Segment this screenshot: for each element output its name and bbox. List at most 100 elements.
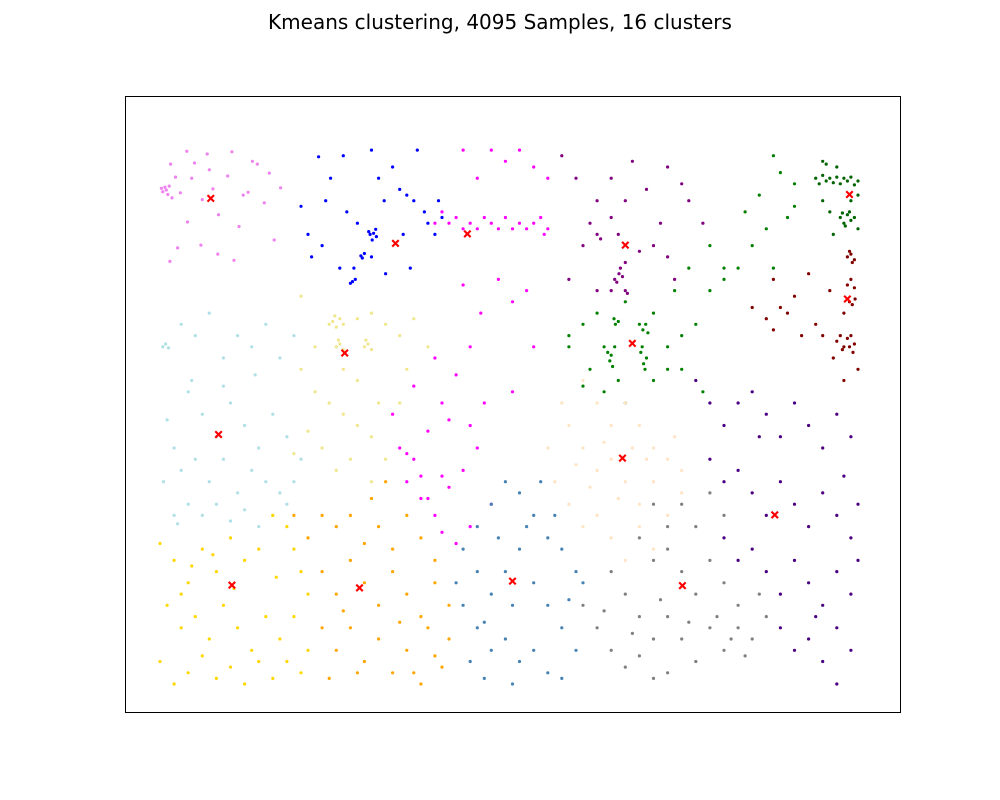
point-steelblue-34	[510, 603, 515, 607]
points-layer	[158, 148, 860, 686]
point-bisque-21	[609, 536, 613, 540]
point-maroon-19	[851, 350, 855, 354]
point-violet-5	[185, 149, 189, 153]
point-powderblue-45	[161, 480, 166, 484]
point-gray-25	[581, 603, 585, 607]
point-blue-40	[348, 281, 352, 285]
point-maroon-16	[852, 342, 857, 346]
point-blue-36	[362, 251, 366, 256]
centroid-gold	[227, 581, 236, 590]
point-khaki-34	[398, 401, 402, 405]
point-blue-4	[345, 210, 349, 214]
point-bisque-0	[581, 378, 585, 383]
point-blue-23	[384, 272, 388, 276]
point-orange-33	[384, 480, 388, 484]
point-steelblue-15	[560, 626, 564, 630]
point-gold-39	[211, 553, 215, 557]
point-gold-35	[190, 564, 194, 568]
point-gray-15	[623, 592, 627, 596]
point-powderblue-7	[236, 334, 240, 338]
point-powderblue-42	[221, 384, 225, 388]
point-bisque-20	[595, 513, 599, 518]
point-darkgreen-21	[821, 159, 825, 163]
point-darkgreen-28	[856, 227, 860, 231]
centroid-khaki	[340, 348, 349, 357]
point-gray-22	[722, 648, 726, 652]
point-orange-31	[327, 676, 331, 681]
point-gray-37	[687, 620, 691, 624]
point-steelblue-32	[553, 513, 557, 518]
point-gray-30	[651, 676, 656, 681]
point-steelblue-30	[525, 525, 529, 529]
point-violet-11	[226, 174, 230, 178]
point-purple-30	[625, 291, 630, 295]
centroid-blue	[391, 239, 400, 248]
point-violet-8	[205, 152, 209, 156]
point-steelblue-10	[489, 592, 493, 596]
point-violet-6	[192, 161, 197, 165]
point-bisque-29	[644, 457, 649, 461]
point-maroon-30	[764, 317, 768, 321]
point-magenta-57	[426, 496, 430, 501]
centroids-layer	[206, 190, 854, 592]
point-orange-12	[334, 592, 338, 596]
point-powderblue-24	[207, 480, 211, 484]
point-magenta-30	[468, 345, 472, 349]
point-orange-26	[391, 671, 395, 675]
point-steelblue-11	[503, 570, 507, 574]
point-orange-38	[341, 609, 345, 613]
point-powderblue-2	[166, 346, 171, 350]
centroid-orange	[355, 583, 364, 592]
point-powderblue-38	[257, 525, 261, 529]
point-magenta-43	[454, 541, 458, 546]
point-powderblue-23	[193, 457, 197, 461]
point-blue-15	[433, 232, 437, 236]
point-indigo-2	[722, 423, 726, 428]
point-bisque-5	[651, 446, 656, 450]
centroid-darkgreen	[845, 190, 854, 199]
point-powderblue-28	[264, 480, 268, 484]
point-indigo-29	[792, 558, 797, 563]
point-indigo-27	[764, 570, 768, 574]
point-violet-32	[163, 185, 167, 189]
point-powderblue-34	[200, 513, 204, 518]
point-magenta-13	[525, 227, 529, 231]
point-indigo-40	[849, 648, 853, 652]
point-green-26	[609, 353, 613, 357]
point-green-29	[608, 359, 612, 363]
point-powderblue-13	[200, 412, 204, 416]
point-powderblue-1	[164, 342, 168, 346]
point-maroon-9	[850, 303, 854, 307]
point-powderblue-21	[172, 446, 176, 450]
point-bisque-27	[588, 485, 592, 489]
point-violet-3	[173, 175, 178, 179]
point-green-0	[567, 334, 571, 338]
point-gold-37	[274, 575, 278, 579]
point-magenta-29	[454, 373, 458, 377]
point-green-2	[595, 311, 599, 315]
point-powderblue-43	[253, 373, 257, 377]
point-bisque-33	[630, 446, 635, 450]
point-maroon-23	[771, 328, 776, 332]
point-magenta-36	[419, 496, 423, 501]
point-violet-1	[169, 162, 173, 166]
point-green-28	[602, 345, 606, 349]
point-indigo-31	[821, 603, 825, 607]
centroid-gray	[678, 581, 687, 590]
point-orange-8	[405, 513, 409, 518]
point-gold-13	[165, 603, 169, 607]
point-powderblue-20	[299, 457, 303, 461]
point-indigo-10	[835, 412, 839, 416]
point-indigo-9	[821, 446, 825, 450]
point-khaki-25	[355, 423, 359, 428]
point-khaki-20	[313, 345, 317, 349]
point-green-11	[722, 277, 726, 281]
point-khaki-19	[426, 345, 430, 349]
point-violet-7	[200, 198, 204, 202]
point-blue-25	[408, 266, 412, 270]
point-maroon-6	[849, 277, 853, 281]
point-powderblue-5	[207, 311, 211, 315]
point-gray-17	[651, 637, 656, 641]
point-magenta-47	[412, 384, 416, 388]
point-gray-3	[694, 525, 698, 529]
